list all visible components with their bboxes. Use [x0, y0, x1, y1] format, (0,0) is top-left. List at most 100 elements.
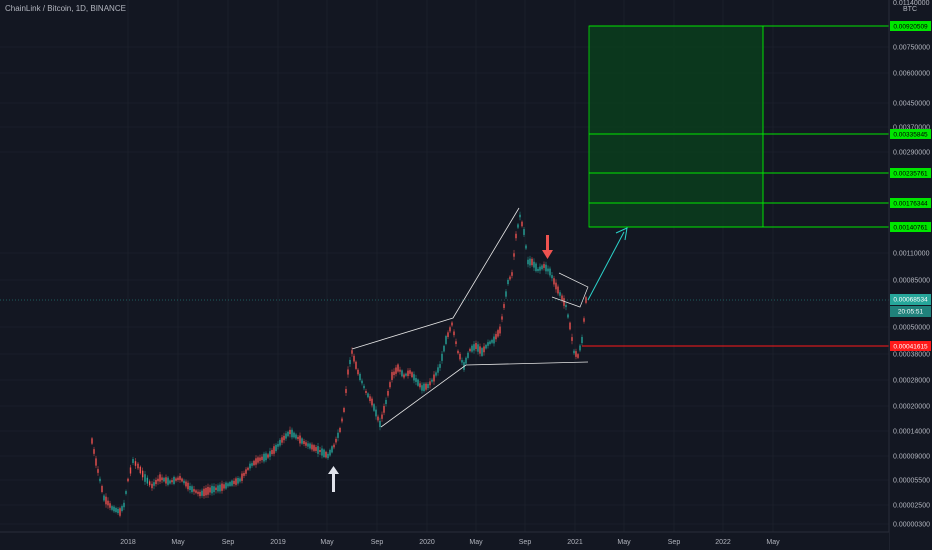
candle-body [453, 331, 455, 336]
target-level-badge [890, 21, 931, 31]
candle-body [229, 482, 231, 486]
candle-body [211, 485, 213, 494]
candle-body [355, 361, 357, 369]
candle-body [423, 383, 425, 392]
candle-body [487, 342, 489, 346]
target-levels [589, 25, 889, 228]
candle-body [521, 221, 523, 227]
projection-arrow-line [587, 231, 625, 301]
candle-body [245, 469, 247, 474]
target-level-badge [890, 198, 931, 208]
price-axis-panel[interactable] [889, 0, 932, 550]
candle-body [239, 478, 241, 482]
candle-body [255, 458, 257, 465]
candle-body [401, 370, 403, 377]
candle-body [241, 473, 243, 481]
falling-wedge-lines [551, 272, 589, 308]
candle-body [151, 483, 153, 489]
candle-body [261, 456, 263, 461]
candle-body [563, 298, 565, 306]
candle-body [373, 404, 375, 411]
candle-body [561, 295, 563, 301]
candlestick-series [91, 211, 587, 518]
time-tick-label: Sep [668, 539, 681, 546]
candle-body [573, 350, 575, 354]
channel-lower-line [380, 364, 467, 428]
candle-body [353, 355, 355, 362]
candle-body [223, 484, 225, 489]
candle-body [285, 433, 287, 439]
price-tick-label: 0.00450000 [893, 101, 930, 108]
candle-body [533, 261, 535, 268]
candle-body [517, 224, 519, 228]
candle-body [341, 418, 343, 422]
candle-body [399, 369, 401, 372]
price-tick-label: 0.00028000 [893, 378, 930, 385]
time-axis-ticks: 2018 May Sep 2019 May Sep 2020 May Sep 2021 May Sep… [120, 539, 780, 546]
candle-body [437, 367, 439, 373]
candle-body [515, 233, 517, 239]
chart-title: ChainLink / Bitcoin, 1D, BINANCE [5, 4, 126, 13]
candle-body [467, 352, 469, 358]
candle-body [177, 477, 179, 480]
candle-body [187, 482, 189, 490]
candle-body [379, 420, 381, 428]
candle-body [287, 431, 289, 437]
price-tick-label: 0.01140000 [893, 0, 930, 7]
candle-body [547, 268, 549, 272]
candle-body [189, 485, 191, 491]
candle-body [531, 258, 533, 266]
candle-body [445, 336, 447, 344]
candle-body [503, 304, 505, 308]
candle-body [489, 341, 491, 344]
candle-body [471, 345, 473, 352]
candle-body [161, 477, 163, 481]
candle-body [409, 370, 411, 374]
candle-body [451, 322, 453, 326]
time-axis-panel[interactable] [0, 532, 889, 550]
candle-body [367, 393, 369, 398]
price-tick-label: 0.00005500 [893, 478, 930, 485]
candle-body [307, 443, 309, 447]
candle-body [317, 446, 319, 454]
candle-body [397, 364, 399, 372]
candle-body [313, 445, 315, 451]
candle-body [571, 337, 573, 341]
candle-body [377, 416, 379, 421]
candle-body [363, 385, 365, 389]
time-tick-label: May [171, 539, 185, 546]
target-level-badge [890, 222, 931, 232]
candle-body [335, 438, 337, 443]
candle-body [339, 427, 341, 433]
candle-body [469, 348, 471, 352]
candle-body [545, 264, 547, 272]
candle-body [107, 500, 109, 506]
target-level-label: 0.00176344 [893, 200, 928, 207]
candle-body [555, 282, 557, 290]
candle-body [171, 480, 173, 483]
candle-body [507, 279, 509, 285]
candle-body [327, 453, 329, 459]
candle-body [575, 351, 577, 357]
candle-body [435, 372, 437, 376]
candle-body [127, 478, 129, 482]
candle-body [457, 350, 459, 354]
candle-body [191, 486, 193, 493]
candle-body [389, 382, 391, 388]
time-tick-label: 2021 [567, 539, 583, 546]
candle-body [121, 506, 123, 511]
candle-body [393, 371, 395, 376]
candle-body [479, 346, 481, 354]
candle-body [543, 264, 545, 268]
candle-body [475, 343, 477, 349]
candle-body [459, 353, 461, 360]
candle-body [132, 459, 134, 463]
candle-body [139, 466, 142, 474]
candle-body [381, 414, 383, 419]
candle-body [461, 360, 463, 363]
price-axis-ticks: 0.00750000 0.00600000 0.00450000 0.00370000… [893, 0, 930, 529]
price-tick-label: 0.00110000 [893, 251, 930, 258]
price-tick-label: 0.00370000 [893, 125, 930, 132]
candle-body [441, 353, 443, 361]
